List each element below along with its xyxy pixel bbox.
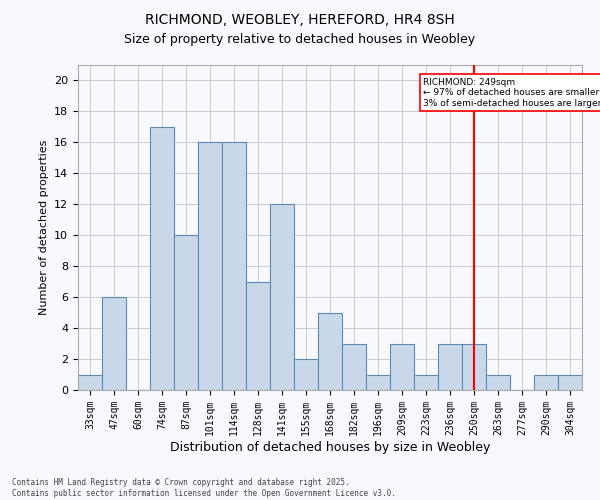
Bar (318, 312, 342, 390)
Bar (414, 374, 438, 390)
X-axis label: Distribution of detached houses by size in Weobley: Distribution of detached houses by size … (170, 440, 490, 454)
Bar (462, 344, 486, 390)
Text: Size of property relative to detached houses in Weobley: Size of property relative to detached ho… (124, 32, 476, 46)
Bar (438, 344, 462, 390)
Bar (222, 142, 246, 390)
Bar (270, 204, 294, 390)
Bar (198, 142, 222, 390)
Bar (294, 359, 318, 390)
Bar (174, 235, 198, 390)
Bar (102, 297, 126, 390)
Bar (486, 374, 510, 390)
Bar (534, 374, 558, 390)
Bar (150, 127, 174, 390)
Bar (78, 374, 102, 390)
Bar (366, 374, 390, 390)
Bar (246, 282, 270, 390)
Y-axis label: Number of detached properties: Number of detached properties (38, 140, 49, 315)
Bar (390, 344, 414, 390)
Text: Contains HM Land Registry data © Crown copyright and database right 2025.
Contai: Contains HM Land Registry data © Crown c… (12, 478, 396, 498)
Bar (342, 344, 366, 390)
Text: RICHMOND, WEOBLEY, HEREFORD, HR4 8SH: RICHMOND, WEOBLEY, HEREFORD, HR4 8SH (145, 12, 455, 26)
Bar (558, 374, 582, 390)
Text: RICHMOND: 249sqm
← 97% of detached houses are smaller (103)
3% of semi-detached : RICHMOND: 249sqm ← 97% of detached house… (423, 78, 600, 108)
